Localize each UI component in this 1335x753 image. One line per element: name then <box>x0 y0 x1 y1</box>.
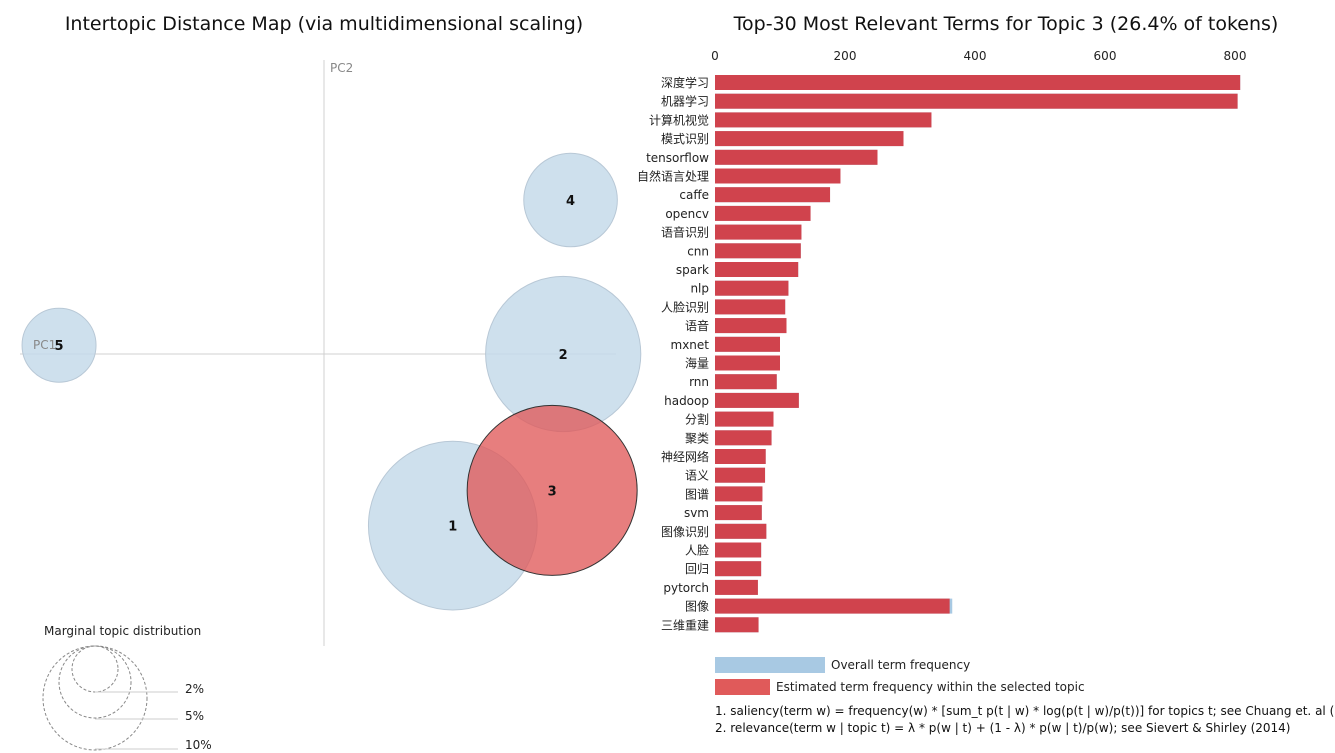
topic-bubble-3[interactable] <box>466 404 638 576</box>
saliency-note: 1. saliency(term w) = frequency(w) * [su… <box>715 704 1335 718</box>
term-label[interactable]: rnn <box>689 375 709 389</box>
topic-frequency-bar[interactable] <box>715 542 762 558</box>
topic-frequency-bar[interactable] <box>715 187 831 203</box>
topic-frequency-bar[interactable] <box>715 579 758 595</box>
term-label[interactable]: pytorch <box>663 581 709 595</box>
term-label[interactable]: 人脸识别 <box>661 300 709 314</box>
topic-frequency-bar[interactable] <box>715 505 762 521</box>
topic-label-1: 1 <box>448 520 457 535</box>
term-label[interactable]: mxnet <box>671 338 710 352</box>
term-label[interactable]: 聚类 <box>685 431 709 445</box>
topic-frequency-bar[interactable] <box>715 561 762 577</box>
topic-frequency-bar[interactable] <box>715 430 772 446</box>
topic-label-2: 2 <box>559 348 568 363</box>
term-label[interactable]: 语义 <box>685 469 709 483</box>
topic-frequency-bar[interactable] <box>715 262 799 277</box>
pc2-axis-label: PC2 <box>330 61 353 75</box>
term-label[interactable]: 图谱 <box>685 487 709 501</box>
legend-overall-swatch <box>715 657 825 673</box>
pc1-axis-label: PC1 <box>33 338 56 352</box>
term-label[interactable]: 深度学习 <box>661 75 709 90</box>
topic-frequency-bar[interactable] <box>715 112 932 128</box>
topic-label-4: 4 <box>566 194 575 209</box>
topic-frequency-bar[interactable] <box>715 523 767 539</box>
left-panel-title: Intertopic Distance Map (via multidimens… <box>65 13 583 35</box>
topic-frequency-bar[interactable] <box>715 598 950 614</box>
topic-frequency-bar[interactable] <box>715 243 801 259</box>
term-label[interactable]: 模式识别 <box>661 132 709 146</box>
term-label[interactable]: 神经网络 <box>661 449 709 464</box>
marginal-label-10pct: 10% <box>185 738 212 752</box>
topic-frequency-bar[interactable] <box>715 486 763 502</box>
topic-frequency-bar[interactable] <box>715 318 787 334</box>
topic-frequency-bar[interactable] <box>715 617 759 633</box>
x-tick-label: 200 <box>834 49 857 63</box>
topic-frequency-bar[interactable] <box>715 449 766 464</box>
term-bars <box>715 75 1241 633</box>
term-label[interactable]: hadoop <box>664 394 709 408</box>
term-label[interactable]: 人脸 <box>685 544 709 558</box>
term-label[interactable]: 三维重建 <box>661 618 709 632</box>
legend-estimated-swatch <box>715 679 770 695</box>
relevance-note: 2. relevance(term w | topic t) = λ * p(w… <box>715 721 1290 735</box>
term-label[interactable]: nlp <box>690 282 709 296</box>
marginal-label-2pct: 2% <box>185 682 204 696</box>
topic-bubble-5[interactable] <box>21 307 97 383</box>
topic-label-5: 5 <box>55 339 64 354</box>
marginal-title: Marginal topic distribution <box>44 624 201 638</box>
x-tick-label: 600 <box>1094 49 1117 63</box>
term-label[interactable]: 图像识别 <box>661 525 709 539</box>
x-tick-label: 400 <box>964 49 987 63</box>
x-axis-ticks: 0 200 400 600 800 <box>711 49 1246 63</box>
marginal-circle-10pct <box>42 645 148 751</box>
term-label[interactable]: 分割 <box>685 412 709 427</box>
term-label[interactable]: 机器学习 <box>661 94 709 109</box>
legend-overall-label: Overall term frequency <box>831 658 970 672</box>
term-label[interactable]: 计算机视觉 <box>649 112 709 127</box>
term-label[interactable]: 语音 <box>685 318 709 333</box>
intertopic-map: 1 2 3 4 5 PC2 PC1 <box>20 60 642 646</box>
marginal-label-5pct: 5% <box>185 709 204 723</box>
topic-frequency-bar[interactable] <box>715 149 878 165</box>
topic-frequency-bar[interactable] <box>715 374 777 390</box>
topic-frequency-bar[interactable] <box>715 299 786 315</box>
topic-frequency-bar[interactable] <box>715 467 766 483</box>
marginal-topic-distribution: Marginal topic distribution 2% 5% 10% <box>42 624 212 752</box>
topic-frequency-bar[interactable] <box>715 205 811 221</box>
topic-frequency-bar[interactable] <box>715 131 904 147</box>
term-label[interactable]: tensorflow <box>646 151 709 165</box>
topic-frequency-bar[interactable] <box>715 411 774 427</box>
term-label[interactable]: opencv <box>665 207 709 221</box>
marginal-circle-2pct <box>71 645 119 693</box>
topic-bubble-4[interactable] <box>523 152 618 248</box>
term-label[interactable]: 语音识别 <box>661 225 709 240</box>
term-label[interactable]: 图像 <box>685 600 709 614</box>
marginal-circle-5pct <box>58 645 132 719</box>
term-label[interactable]: 自然语言处理 <box>637 169 709 184</box>
right-panel-title: Top-30 Most Relevant Terms for Topic 3 (… <box>733 13 1279 35</box>
term-label[interactable]: 海量 <box>685 356 709 371</box>
topic-label-3: 3 <box>548 484 557 499</box>
term-label[interactable]: svm <box>684 506 709 520</box>
term-label[interactable]: spark <box>676 263 709 277</box>
x-tick-label: 0 <box>711 49 719 63</box>
legend-estimated-label: Estimated term frequency within the sele… <box>776 680 1085 694</box>
topic-bubbles: 1 2 3 4 5 <box>21 152 642 611</box>
term-label[interactable]: 回归 <box>685 562 709 576</box>
term-label[interactable]: caffe <box>679 188 709 202</box>
term-label[interactable]: cnn <box>687 244 709 258</box>
topic-frequency-bar[interactable] <box>715 280 789 296</box>
topic-frequency-bar[interactable] <box>715 93 1238 109</box>
x-tick-label: 800 <box>1224 49 1247 63</box>
topic-frequency-bar[interactable] <box>715 168 841 184</box>
topic-frequency-bar[interactable] <box>715 392 799 408</box>
topic-frequency-bar[interactable] <box>715 355 780 371</box>
topic-frequency-bar[interactable] <box>715 75 1241 90</box>
bar-legend: Overall term frequency Estimated term fr… <box>715 657 1085 695</box>
topic-frequency-bar[interactable] <box>715 336 780 352</box>
topic-frequency-bar[interactable] <box>715 224 802 240</box>
